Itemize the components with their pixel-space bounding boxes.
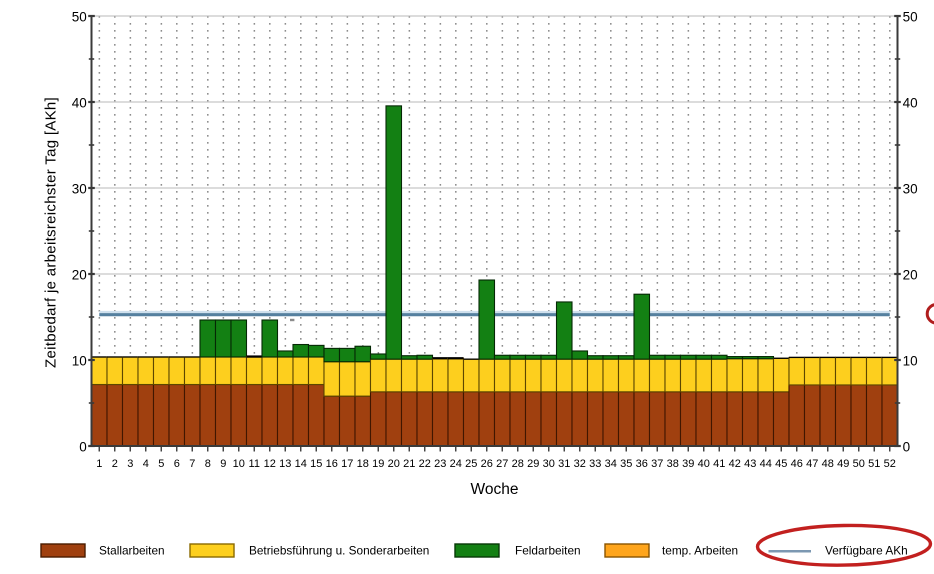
svg-text:45: 45: [775, 458, 787, 470]
svg-text:18: 18: [357, 458, 369, 470]
svg-text:temp. Arbeiten: temp. Arbeiten: [662, 544, 738, 558]
svg-text:32: 32: [574, 458, 586, 470]
svg-text:1: 1: [96, 458, 102, 470]
svg-text:20: 20: [388, 458, 400, 470]
svg-text:15: 15: [310, 458, 322, 470]
svg-text:41: 41: [713, 458, 725, 470]
svg-text:12: 12: [264, 458, 276, 470]
svg-text:33: 33: [589, 458, 601, 470]
svg-text:42: 42: [729, 458, 741, 470]
svg-text:40: 40: [903, 95, 918, 110]
svg-text:50: 50: [853, 458, 865, 470]
svg-text:30: 30: [903, 181, 918, 196]
svg-text:47: 47: [806, 458, 818, 470]
svg-text:24: 24: [450, 458, 462, 470]
svg-text:0: 0: [903, 439, 911, 454]
svg-text:10: 10: [903, 353, 918, 368]
svg-text:49: 49: [837, 458, 849, 470]
svg-text:3: 3: [127, 458, 133, 470]
svg-text:46: 46: [791, 458, 803, 470]
svg-text:22: 22: [419, 458, 431, 470]
svg-text:40: 40: [698, 458, 710, 470]
svg-text:6: 6: [174, 458, 180, 470]
svg-text:9: 9: [220, 458, 226, 470]
svg-text:27: 27: [496, 458, 508, 470]
svg-text:36: 36: [636, 458, 648, 470]
svg-text:19: 19: [372, 458, 384, 470]
svg-text:Stallarbeiten: Stallarbeiten: [99, 544, 165, 558]
svg-text:11: 11: [249, 458, 260, 470]
svg-text:31: 31: [558, 458, 570, 470]
svg-text:8: 8: [205, 458, 211, 470]
svg-text:30: 30: [72, 181, 87, 196]
svg-text:44: 44: [760, 458, 772, 470]
svg-text:10: 10: [233, 458, 245, 470]
svg-text:35: 35: [620, 458, 632, 470]
svg-text:23: 23: [434, 458, 446, 470]
svg-text:20: 20: [903, 267, 918, 282]
svg-text:20: 20: [72, 267, 87, 282]
svg-text:0: 0: [79, 439, 87, 454]
svg-text:43: 43: [744, 458, 756, 470]
svg-text:50: 50: [72, 9, 87, 24]
svg-text:Woche: Woche: [471, 481, 519, 498]
svg-text:39: 39: [682, 458, 694, 470]
svg-text:16: 16: [326, 458, 338, 470]
svg-text:52: 52: [884, 458, 896, 470]
svg-text:13: 13: [279, 458, 291, 470]
svg-text:17: 17: [341, 458, 353, 470]
svg-text:Zeitbedarf je arbeitsreichster: Zeitbedarf je arbeitsreichster Tag [AKh]: [43, 97, 60, 368]
svg-text:7: 7: [189, 458, 195, 470]
svg-text:38: 38: [667, 458, 679, 470]
svg-text:26: 26: [481, 458, 493, 470]
svg-text:Verfügbare AKh: Verfügbare AKh: [825, 544, 908, 558]
svg-text:30: 30: [543, 458, 555, 470]
svg-text:28: 28: [512, 458, 524, 470]
svg-text:25: 25: [465, 458, 477, 470]
svg-text:5: 5: [158, 458, 164, 470]
svg-text:37: 37: [651, 458, 663, 470]
svg-text:Feldarbeiten: Feldarbeiten: [515, 544, 581, 558]
svg-text:34: 34: [605, 458, 617, 470]
svg-text:Betriebsführung u. Sonderarbei: Betriebsführung u. Sonderarbeiten: [249, 544, 429, 558]
svg-text:2: 2: [112, 458, 118, 470]
svg-text:50: 50: [903, 9, 918, 24]
svg-text:21: 21: [403, 458, 415, 470]
svg-text:4: 4: [143, 458, 149, 470]
svg-text:10: 10: [72, 353, 87, 368]
svg-text:40: 40: [72, 95, 87, 110]
svg-text:29: 29: [527, 458, 539, 470]
svg-text:14: 14: [295, 458, 307, 470]
svg-text:51: 51: [868, 458, 880, 470]
svg-text:48: 48: [822, 458, 834, 470]
